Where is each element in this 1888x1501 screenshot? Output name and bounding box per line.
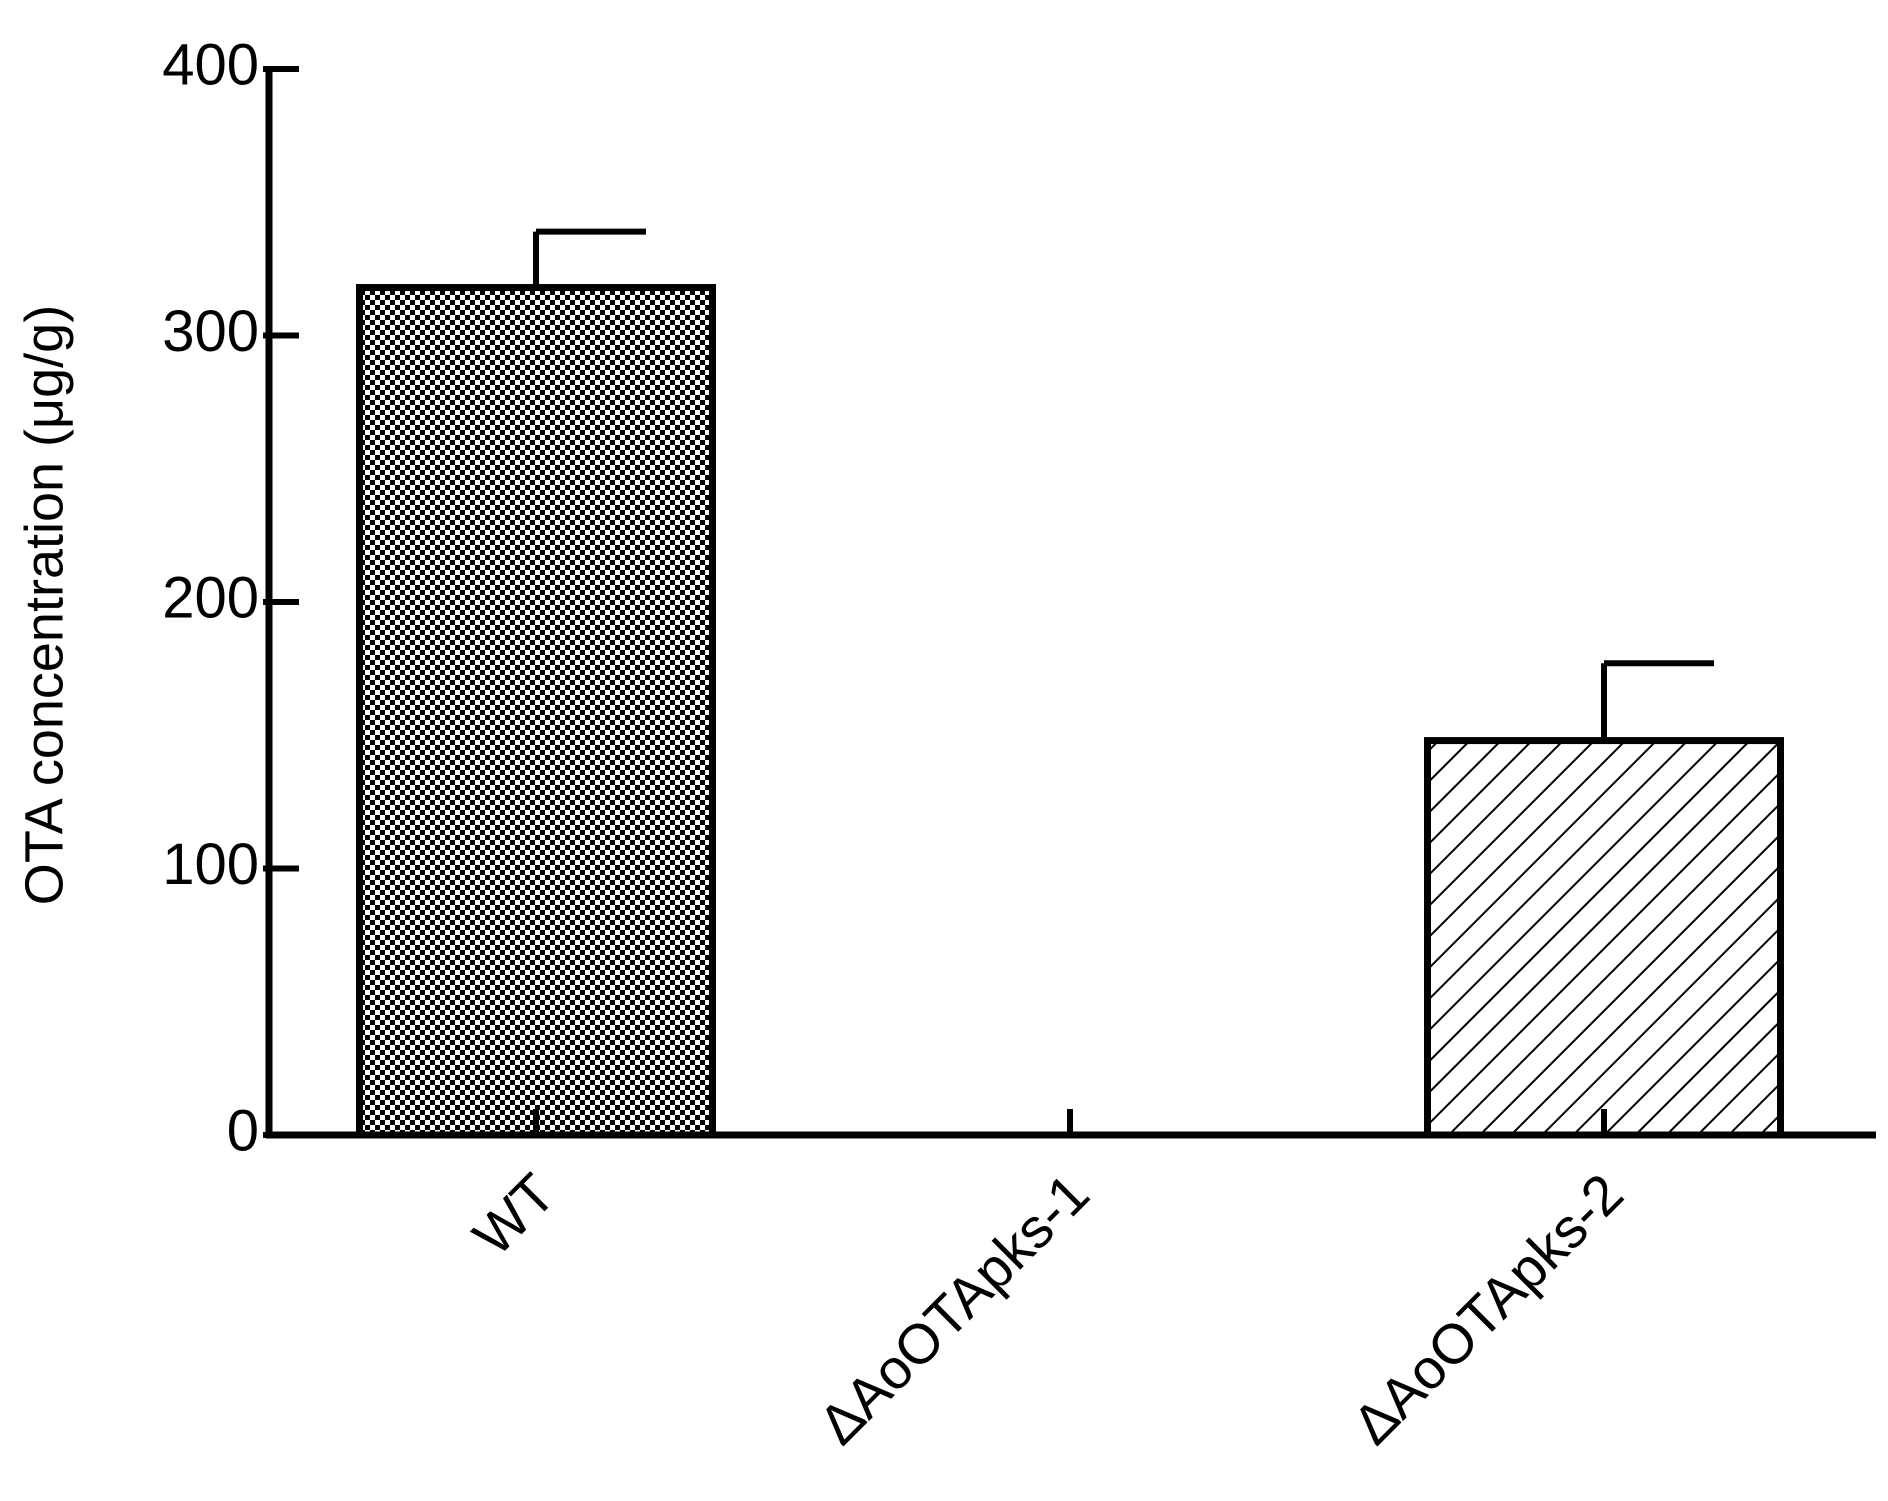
y-tick-label: 0 <box>227 1098 259 1163</box>
y-tick-label: 400 <box>162 32 259 97</box>
bar <box>356 284 716 1139</box>
x-tick-label: WT <box>461 1161 567 1267</box>
x-tick-label: ΔAoOTApks-2 <box>1340 1161 1635 1456</box>
y-axis-title: OTA concentration (μg/g) <box>14 305 74 905</box>
y-tick-label: 300 <box>162 299 259 364</box>
x-tick-label: ΔAoOTApks-1 <box>806 1161 1101 1456</box>
bar <box>1424 737 1784 1139</box>
y-tick-label: 200 <box>162 565 259 630</box>
y-tick-label: 100 <box>162 832 259 897</box>
